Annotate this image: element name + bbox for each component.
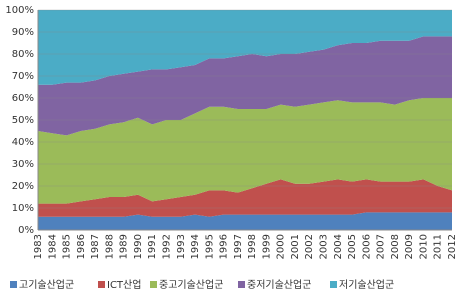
x-tick-label: 1985 bbox=[62, 234, 73, 259]
legend-swatch bbox=[98, 281, 105, 288]
x-tick-label: 2009 bbox=[404, 234, 415, 259]
legend-label: 중고기술산업군 bbox=[159, 278, 223, 291]
x-tick-label: 1989 bbox=[119, 234, 130, 259]
y-tick-label: 100% bbox=[5, 5, 34, 16]
x-tick-label: 2010 bbox=[418, 234, 429, 259]
x-tick-label: 1990 bbox=[133, 234, 144, 259]
x-tick-label: 1993 bbox=[176, 234, 187, 259]
y-tick-label: 80% bbox=[12, 49, 34, 60]
x-tick-label: 2003 bbox=[319, 234, 330, 259]
x-tick-label: 1997 bbox=[233, 234, 244, 259]
x-tick-label: 2004 bbox=[333, 234, 344, 259]
legend-label: 중저기술산업군 bbox=[247, 278, 311, 291]
legend-label: ICT산업 bbox=[107, 278, 141, 291]
area bbox=[38, 36, 452, 136]
area bbox=[38, 10, 452, 85]
x-tick-label: 1991 bbox=[147, 234, 158, 259]
x-tick-label: 2008 bbox=[390, 234, 401, 259]
x-tick-label: 1994 bbox=[190, 234, 201, 259]
x-tick-label: 1986 bbox=[76, 234, 87, 259]
x-tick-label: 1999 bbox=[261, 234, 272, 259]
y-tick-label: 60% bbox=[12, 93, 34, 104]
x-tick-label: 1987 bbox=[90, 234, 101, 259]
y-tick-label: 30% bbox=[12, 159, 34, 170]
y-tick-label: 50% bbox=[12, 115, 34, 126]
legend-swatch bbox=[10, 281, 17, 288]
legend-swatch bbox=[150, 281, 157, 288]
area bbox=[38, 98, 452, 204]
legend-swatch bbox=[330, 281, 337, 288]
y-tick-label: 70% bbox=[12, 71, 34, 82]
x-tick-label: 1983 bbox=[33, 234, 44, 259]
x-tick-label: 2005 bbox=[347, 234, 358, 259]
x-tick-label: 1992 bbox=[161, 234, 172, 259]
x-tick-label: 1998 bbox=[247, 234, 258, 259]
x-tick-label: 2007 bbox=[376, 234, 387, 259]
x-tick-label: 1988 bbox=[104, 234, 115, 259]
y-tick-label: 10% bbox=[12, 203, 34, 214]
x-tick-label: 1984 bbox=[47, 234, 58, 259]
y-tick-label: 20% bbox=[12, 181, 34, 192]
x-tick-label: 1996 bbox=[219, 234, 230, 259]
y-tick-label: 0% bbox=[18, 225, 34, 236]
area bbox=[38, 212, 452, 230]
x-tick-label: 2011 bbox=[433, 234, 444, 259]
x-tick-label: 2000 bbox=[276, 234, 287, 259]
legend-swatch bbox=[238, 281, 245, 288]
area bbox=[38, 179, 452, 217]
x-tick-label: 2006 bbox=[361, 234, 372, 259]
x-tick-label: 2001 bbox=[290, 234, 301, 259]
x-tick-label: 2012 bbox=[447, 234, 457, 259]
y-tick-label: 40% bbox=[12, 137, 34, 148]
x-tick-label: 1995 bbox=[204, 234, 215, 259]
y-tick-label: 90% bbox=[12, 27, 34, 38]
legend-label: 고기술산업군 bbox=[19, 278, 74, 291]
x-tick-label: 2002 bbox=[304, 234, 315, 259]
legend-label: 저기술산업군 bbox=[339, 278, 394, 291]
